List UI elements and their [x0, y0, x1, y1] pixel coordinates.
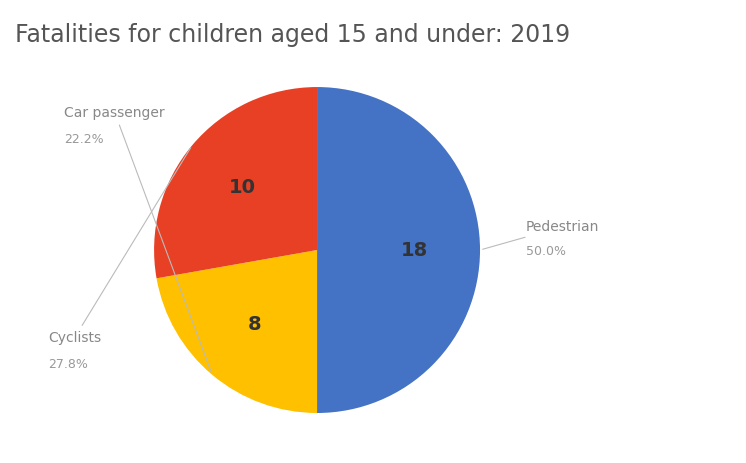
Wedge shape: [154, 87, 317, 278]
Wedge shape: [157, 250, 317, 413]
Text: Car passenger: Car passenger: [64, 106, 211, 372]
Text: 10: 10: [228, 178, 256, 197]
Wedge shape: [317, 87, 480, 413]
Text: Pedestrian: Pedestrian: [483, 220, 599, 249]
Text: 22.2%: 22.2%: [64, 133, 104, 146]
Text: 18: 18: [401, 240, 428, 260]
Text: Cyclists: Cyclists: [48, 148, 191, 344]
Text: 50.0%: 50.0%: [526, 245, 565, 258]
Text: 8: 8: [248, 315, 261, 334]
Text: 27.8%: 27.8%: [48, 357, 88, 370]
Text: Fatalities for children aged 15 and under: 2019: Fatalities for children aged 15 and unde…: [15, 23, 570, 47]
